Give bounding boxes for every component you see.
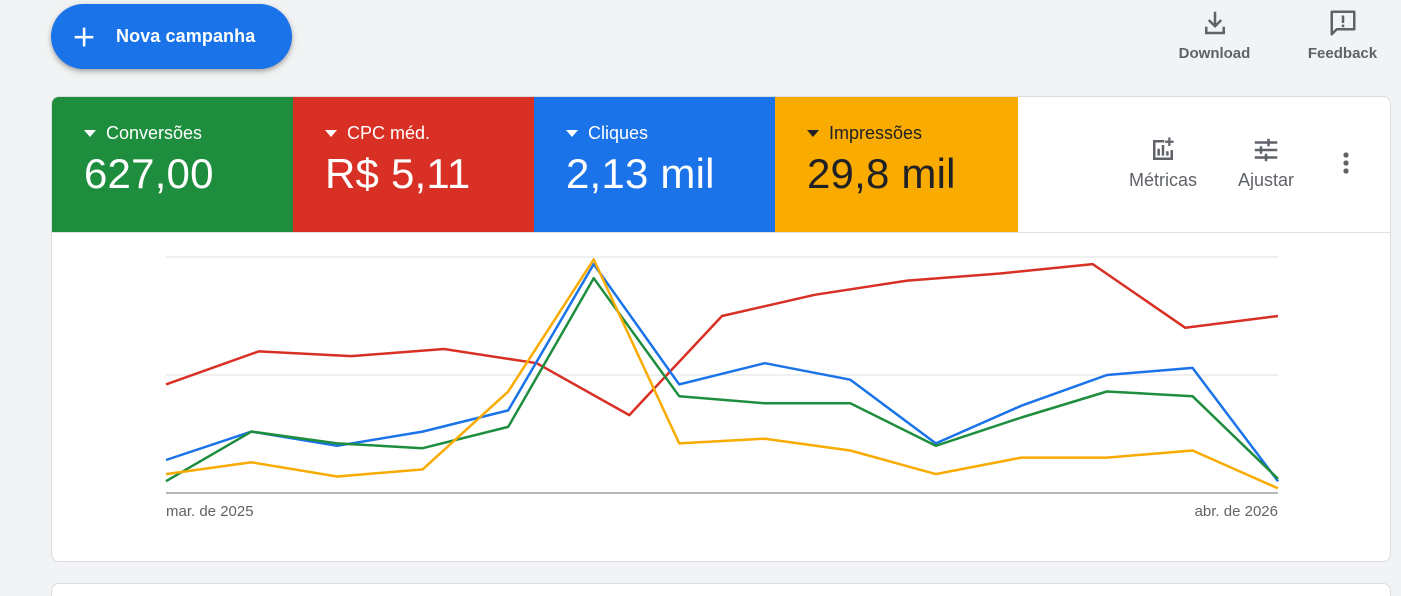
metric-tile-label: Impressões — [829, 123, 923, 143]
series-line-2 — [165, 276, 1279, 483]
series-line-1 — [165, 262, 1279, 482]
feedback-label: Feedback — [1307, 45, 1378, 62]
metric-tile-cpc[interactable]: CPC méd. R$ 5,11 — [293, 97, 534, 233]
metric-tile-value: 2,13 mil — [566, 150, 715, 197]
dropdown-caret-icon — [325, 130, 337, 137]
series-line-3 — [165, 258, 1279, 490]
performance-card: Conversões 627,00 CPC méd. R$ 5,11 Cliqu… — [51, 96, 1391, 562]
x-axis-label-end: abr. de 2026 — [1195, 503, 1278, 520]
new-campaign-button[interactable]: Nova campanha — [51, 4, 292, 69]
metric-tile-label: CPC méd. — [347, 123, 431, 143]
performance-chart: mar. de 2025 abr. de 2026 — [165, 256, 1279, 520]
metric-tile-label: Cliques — [588, 123, 649, 143]
metric-tile-value: 29,8 mil — [807, 150, 956, 197]
metric-tile-conversoes[interactable]: Conversões 627,00 — [52, 97, 293, 233]
add-chart-icon — [1153, 137, 1174, 160]
series-line-0 — [165, 262, 1279, 417]
feedback-icon — [1330, 10, 1355, 36]
adjust-button[interactable]: Ajustar — [1228, 135, 1304, 191]
new-campaign-label: Nova campanha — [116, 26, 256, 46]
dropdown-caret-icon — [566, 130, 578, 137]
metrics-label: Métricas — [1128, 170, 1197, 190]
adjust-label: Ajustar — [1237, 170, 1295, 190]
metric-tile-value: R$ 5,11 — [325, 150, 471, 197]
card-divider — [52, 232, 1390, 233]
metrics-button[interactable]: Métricas — [1120, 135, 1206, 191]
tune-icon — [1254, 138, 1278, 162]
plus-icon — [74, 27, 94, 46]
more-vert-icon[interactable] — [1334, 149, 1358, 177]
dropdown-caret-icon — [807, 130, 819, 137]
next-card — [51, 583, 1391, 596]
metric-tile-label: Conversões — [106, 123, 203, 143]
metric-tile-cliques[interactable]: Cliques 2,13 mil — [534, 97, 775, 233]
dropdown-caret-icon — [84, 130, 96, 137]
download-icon — [1204, 11, 1225, 35]
x-axis-label-start: mar. de 2025 — [166, 503, 254, 520]
feedback-button[interactable]: Feedback — [1300, 8, 1385, 62]
download-button[interactable]: Download — [1172, 8, 1257, 62]
metric-tile-value: 627,00 — [84, 150, 214, 197]
metric-tile-impressoes[interactable]: Impressões 29,8 mil — [775, 97, 1018, 233]
download-label: Download — [1178, 45, 1251, 62]
metric-tiles: Conversões 627,00 CPC méd. R$ 5,11 Cliqu… — [52, 97, 1018, 233]
